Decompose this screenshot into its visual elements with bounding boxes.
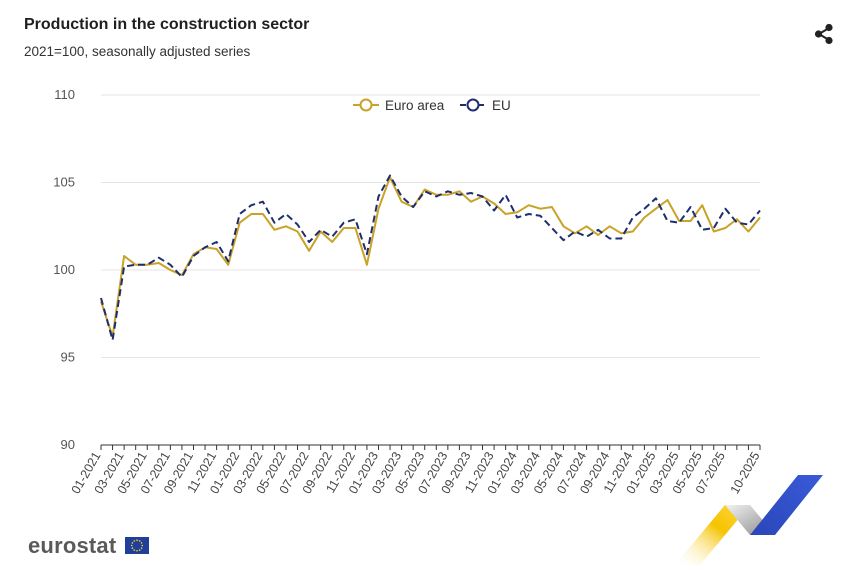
series-line-eu bbox=[100, 174, 761, 341]
series-line-euro-area bbox=[100, 176, 761, 338]
decorative-ribbon bbox=[675, 475, 823, 565]
y-tick-label: 95 bbox=[61, 350, 75, 365]
chart-subtitle: 2021=100, seasonally adjusted series bbox=[24, 44, 251, 59]
legend-marker bbox=[359, 98, 373, 112]
share-icon[interactable] bbox=[810, 20, 838, 48]
y-tick-label: 90 bbox=[61, 437, 75, 452]
y-tick-label: 100 bbox=[53, 262, 75, 277]
eu-flag-icon bbox=[125, 537, 149, 554]
legend-marker bbox=[466, 98, 480, 112]
legend: Euro area EU bbox=[353, 98, 511, 113]
y-tick-label: 110 bbox=[54, 87, 75, 102]
legend-label: Euro area bbox=[385, 98, 445, 113]
chart-title: Production in the construction sector bbox=[24, 16, 310, 33]
legend-label: EU bbox=[492, 98, 511, 113]
y-tick-label: 105 bbox=[53, 175, 75, 190]
eurostat-logo: eurostat bbox=[28, 533, 117, 558]
